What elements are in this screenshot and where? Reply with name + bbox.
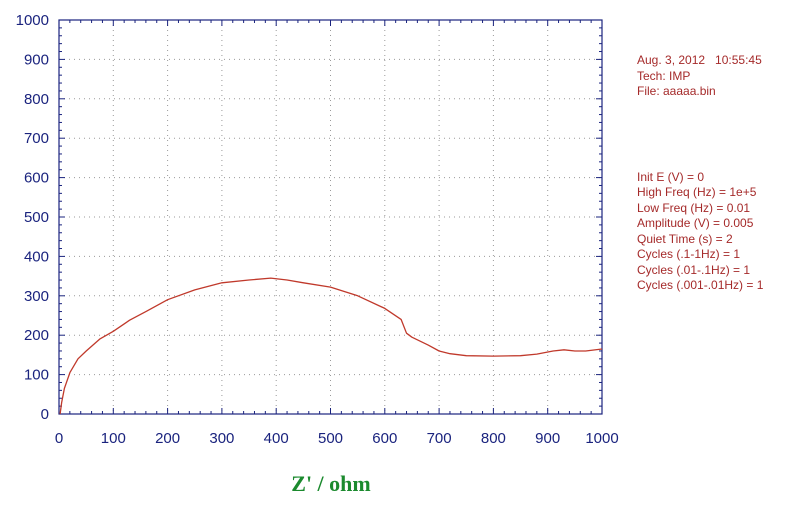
info-param-line: Low Freq (Hz) = 0.01 bbox=[637, 200, 751, 215]
x-tick-label-7: 700 bbox=[427, 430, 452, 447]
plot-frame bbox=[58, 19, 603, 415]
x-tick-label-6: 600 bbox=[372, 430, 397, 447]
info-param-line: High Freq (Hz) = 1e+5 bbox=[637, 185, 757, 199]
y-tick-label-5: 500 bbox=[24, 209, 49, 226]
x-axis: 0 100 200 300 400 500 600 700 800 900 1000 bbox=[55, 430, 619, 447]
x-tick-label-9: 900 bbox=[535, 430, 560, 447]
info-header-line: Tech: IMP bbox=[637, 68, 691, 83]
y-tick-label-3: 300 bbox=[24, 288, 49, 305]
grid bbox=[59, 20, 602, 414]
x-tick-label-3: 300 bbox=[209, 430, 234, 447]
y-tick-label-4: 400 bbox=[24, 248, 49, 265]
info-params: Init E (V) = 0 High Freq (Hz) = 1e+5 Low F… bbox=[637, 170, 763, 294]
y-tick-label-7: 700 bbox=[24, 130, 49, 147]
y-tick-label-1: 100 bbox=[24, 367, 49, 384]
y-tick-label-8: 800 bbox=[24, 91, 49, 108]
x-axis-label: Z' / ohm bbox=[291, 471, 370, 496]
x-tick-label-0: 0 bbox=[55, 430, 63, 447]
x-tick-label-5: 500 bbox=[318, 430, 343, 447]
info-param-line: Cycles (.01-.1Hz) = 1 bbox=[637, 262, 751, 277]
info-param-line: Cycles (.001-.01Hz) = 1 bbox=[637, 278, 764, 292]
x-tick-label-8: 800 bbox=[481, 430, 506, 447]
y-tick-label-10: 1000 bbox=[16, 12, 49, 29]
y-axis: 0 100 200 300 400 500 600 700 800 900 1000 bbox=[16, 12, 49, 423]
series-group bbox=[59, 277, 603, 415]
info-header-line: File: aaaaa.bin bbox=[637, 84, 716, 98]
info-header: Aug. 3, 2012 10:55:45 Tech: IMP File: aaaa… bbox=[637, 53, 763, 100]
x-tick-label-10: 1000 bbox=[585, 430, 618, 447]
x-tick-label-1: 100 bbox=[101, 430, 126, 447]
x-tick-label-2: 200 bbox=[155, 430, 180, 447]
y-tick-label-0: 0 bbox=[41, 406, 49, 423]
info-param-line: Cycles (.1-1Hz) = 1 bbox=[637, 247, 741, 261]
x-tick-label-4: 400 bbox=[264, 430, 289, 447]
series-line-0 bbox=[59, 277, 603, 415]
info-header-line: Aug. 3, 2012 10:55:45 bbox=[637, 53, 762, 67]
info-panel: Aug. 3, 2012 10:55:45 Tech: IMP File: aaaa… bbox=[637, 22, 763, 309]
axes bbox=[58, 19, 603, 415]
info-param-line: Init E (V) = 0 bbox=[637, 169, 705, 184]
info-param-line: Amplitude (V) = 0.005 bbox=[637, 216, 754, 230]
y-tick-label-6: 600 bbox=[24, 170, 49, 187]
info-param-line: Quiet Time (s) = 2 bbox=[637, 231, 733, 246]
y-tick-label-2: 200 bbox=[24, 327, 49, 344]
y-tick-label-9: 900 bbox=[24, 51, 49, 68]
